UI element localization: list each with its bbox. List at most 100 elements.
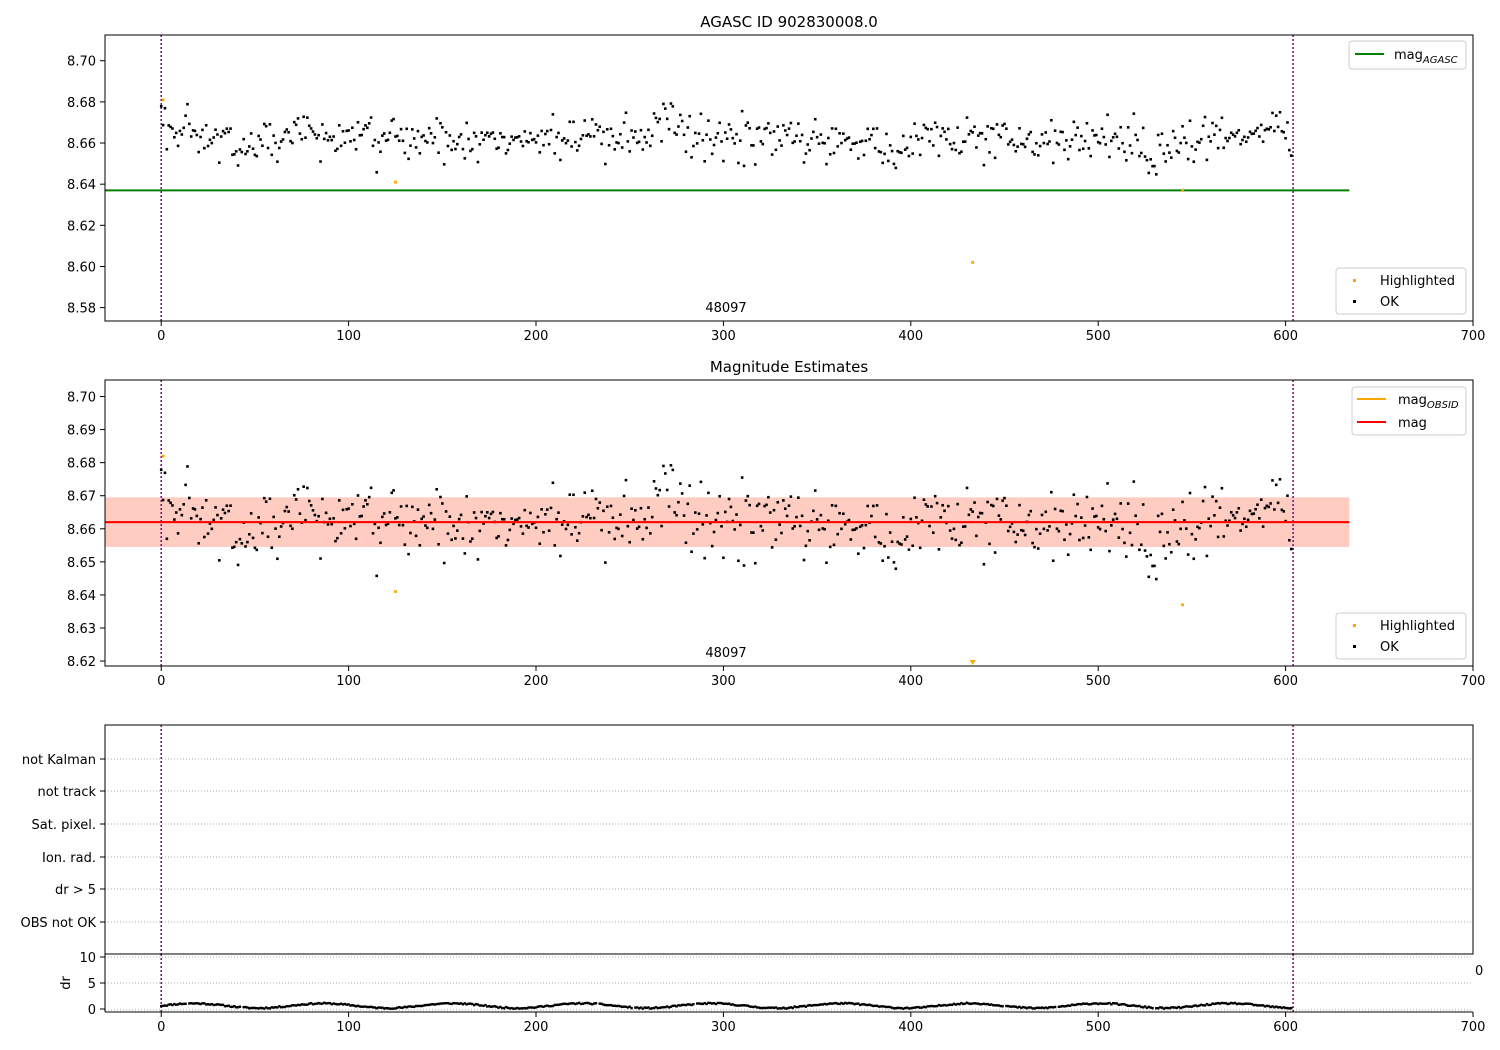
ok-point [1269,125,1272,129]
dr-point [1143,1005,1147,1008]
ok-point [1065,523,1068,526]
ok-point [572,493,575,497]
ok-point [684,150,688,154]
dr-point [161,1004,165,1008]
dr-point [163,1004,167,1007]
ok-point [800,133,804,137]
ok-point [491,131,495,134]
ok-point [872,127,875,131]
ok-point [1282,510,1286,513]
dr-point [409,1005,412,1008]
dr-point [439,1002,442,1005]
dr-point [236,1006,240,1009]
ok-point [1021,142,1025,146]
ok-point [356,494,360,497]
ok-point [731,136,735,140]
ok-point [427,503,431,507]
y-tick-label: 8.68 [67,457,96,472]
ok-point [729,505,733,509]
ok-point [1031,150,1034,154]
dr-point [169,1003,172,1006]
ok-point [635,527,639,530]
ok-point [321,123,324,126]
ok-point [800,514,804,518]
ok-point [1186,553,1190,556]
dr-point [244,1005,247,1009]
ok-point [720,524,723,528]
dr-point [975,1002,978,1005]
dr-point [255,1006,258,1010]
dr-point [1207,1003,1210,1007]
ok-point [622,121,626,124]
dr-point [930,1004,933,1008]
dr-point [757,1006,761,1009]
ok-point [842,512,845,516]
y-tick-label: 0 [88,1003,96,1018]
ok-point [903,148,907,151]
ok-point [1235,511,1239,514]
ok-point [459,513,463,517]
dr-point [963,1002,967,1005]
dr-point [1250,1002,1254,1006]
ok-point [1121,527,1124,531]
ok-point [1199,137,1203,141]
ok-point [465,495,468,498]
ok-point [1095,514,1098,518]
ok-point [905,146,909,150]
ok-point [866,504,870,508]
ok-point [600,528,603,532]
ok-point [1010,522,1014,525]
ok-point [701,138,705,142]
ok-point [1093,134,1096,137]
dr-point [864,1003,868,1007]
ok-point [510,517,513,520]
ok-point [1057,143,1061,146]
ok-point [1231,133,1235,136]
ok-point [514,136,517,139]
dr-point [401,1006,405,1009]
dr-point [512,1007,515,1010]
ok-point [960,150,963,154]
ok-point [426,526,429,530]
dr-point [287,1005,290,1008]
ok-point [991,127,995,131]
panel1-frame [104,34,1474,322]
ok-point [656,120,660,124]
panel2-legend-ok-label: OK [1380,640,1399,655]
dr-point [1063,1005,1066,1008]
dr-point [549,1005,553,1008]
ok-point [364,124,367,127]
ok-point [285,505,289,509]
dr-point [469,1002,472,1005]
dr-point [1224,1001,1227,1005]
ok-point [624,478,628,482]
ok-point [510,135,513,138]
ok-point [649,532,652,535]
ok-point [785,514,789,518]
ok-point [527,526,530,529]
ok-point [165,537,169,541]
ok-point [289,524,292,528]
ok-point [189,517,193,520]
ok-point [1278,478,1282,481]
dr-point [688,1003,691,1006]
ok-point [660,140,663,143]
dr-point [993,1004,997,1007]
ok-point [620,146,624,149]
ok-point [411,505,414,509]
ok-point [553,544,557,547]
dr-point [519,1007,523,1010]
y-tick-label: 8.69 [67,424,96,439]
dr-point [1245,1002,1248,1005]
dr-point [690,1003,693,1007]
dr-point [731,1003,734,1006]
dr-point [184,1002,187,1005]
ok-point [214,128,217,131]
dr-point [456,1002,459,1005]
ok-point [1123,541,1126,545]
ok-point [776,125,780,128]
ok-point [452,139,455,143]
ok-point [999,518,1003,521]
dr-point [695,1002,699,1005]
ok-point [364,499,367,502]
